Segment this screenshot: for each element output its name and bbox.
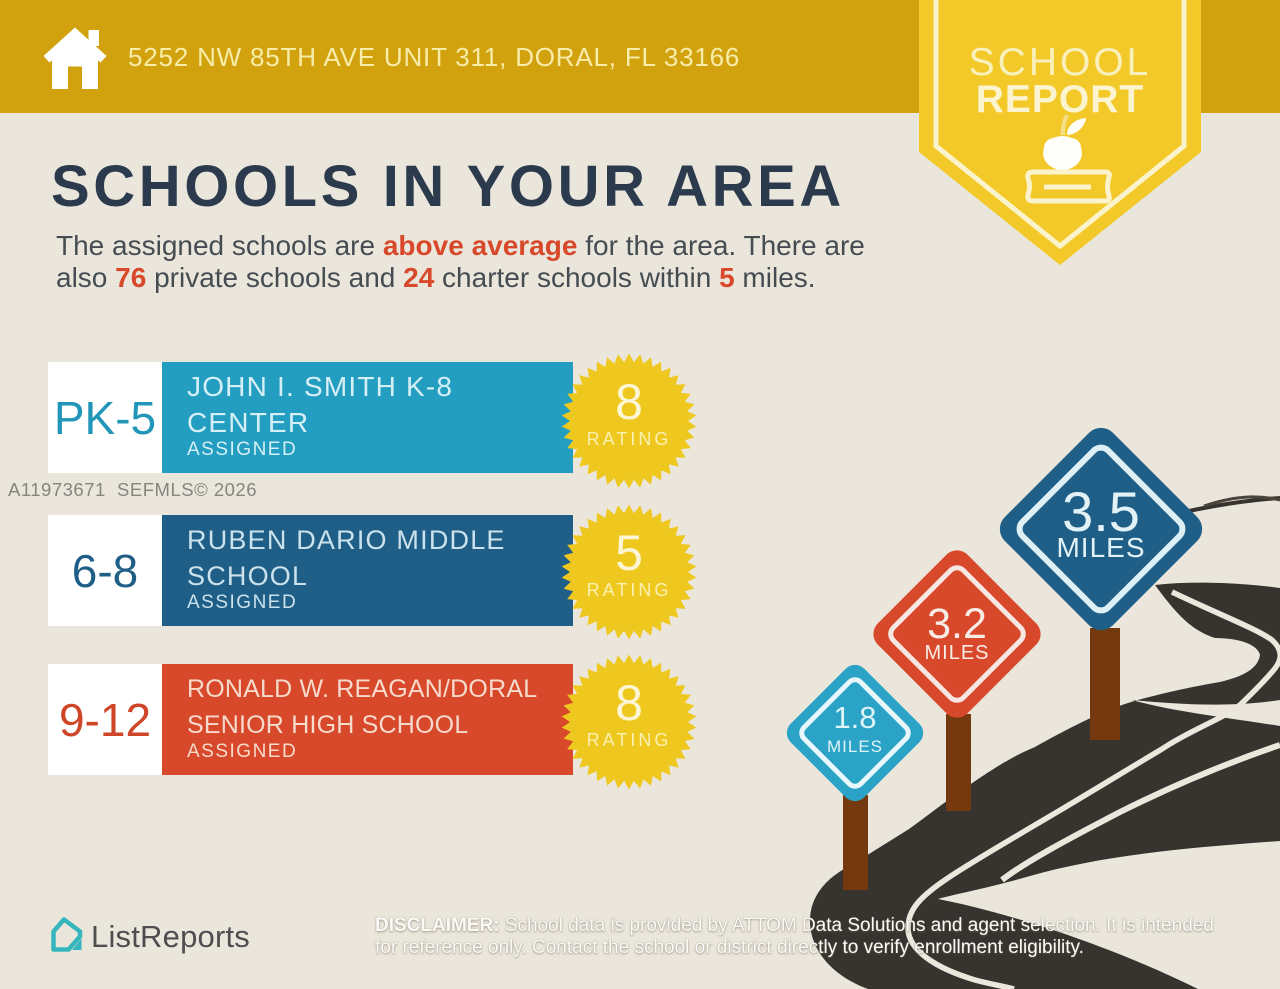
svg-text:MILES: MILES bbox=[924, 642, 989, 664]
svg-text:MILES: MILES bbox=[1056, 532, 1145, 563]
svg-text:SCHOOL: SCHOOL bbox=[969, 41, 1152, 84]
svg-text:RATING: RATING bbox=[587, 580, 672, 600]
svg-text:1.8: 1.8 bbox=[833, 700, 876, 735]
svg-text:8: 8 bbox=[615, 675, 643, 731]
svg-text:RATING: RATING bbox=[587, 429, 672, 449]
svg-text:MILES: MILES bbox=[827, 737, 883, 756]
svg-text:3.5: 3.5 bbox=[1062, 480, 1140, 543]
svg-text:RATING: RATING bbox=[587, 730, 672, 750]
svg-text:REPORT: REPORT bbox=[976, 78, 1145, 121]
svg-text:5: 5 bbox=[615, 525, 643, 581]
svg-text:8: 8 bbox=[615, 374, 643, 430]
svg-text:3.2: 3.2 bbox=[927, 600, 987, 648]
